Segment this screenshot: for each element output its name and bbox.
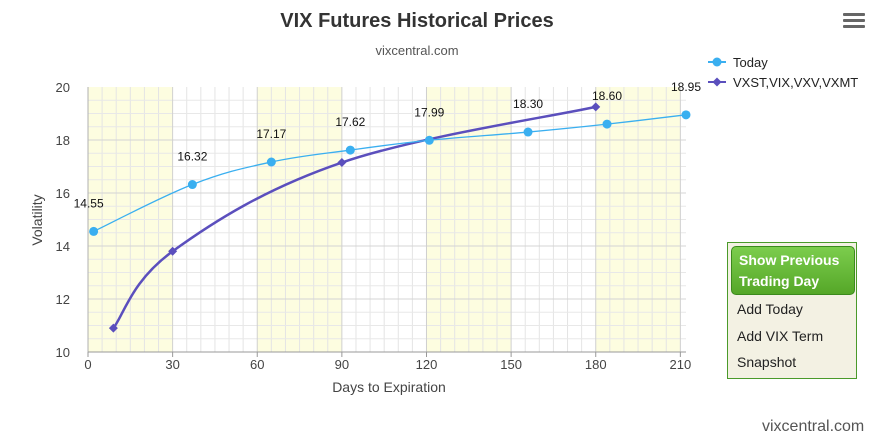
- x-axis-label: Days to Expiration: [332, 379, 446, 395]
- legend[interactable]: Today VXST,VIX,VXV,VXMT: [708, 55, 858, 90]
- y-tick-label: 16: [56, 186, 70, 201]
- chart-subtitle: vixcentral.com: [375, 43, 458, 58]
- y-tick-label: 20: [56, 80, 70, 95]
- options-panel: Show Previous Trading Day Add Today Add …: [727, 242, 857, 379]
- y-tick-label: 12: [56, 292, 70, 307]
- series-group: [89, 102, 691, 333]
- show-previous-trading-day-button[interactable]: Show Previous Trading Day: [731, 246, 855, 295]
- menu-bar: [843, 13, 865, 16]
- x-tick-label: 150: [500, 357, 522, 372]
- legend-marker: [712, 77, 722, 87]
- today-point: [523, 127, 533, 137]
- x-tick-label: 0: [84, 357, 91, 372]
- today-point: [424, 135, 434, 145]
- today-point: [602, 119, 612, 129]
- vix-term-point: [337, 158, 347, 168]
- watermark: vixcentral.com: [762, 418, 865, 435]
- data-labels: 14.55 16.32 17.17 17.62 17.99 18.30 18.60 18.95: [74, 80, 702, 211]
- legend-label: Today: [733, 55, 768, 70]
- y-tick-label: 18: [56, 133, 70, 148]
- today-point: [345, 145, 355, 155]
- x-tick-label: 180: [585, 357, 607, 372]
- vix-term-point: [168, 246, 178, 256]
- menu-bar: [843, 19, 865, 22]
- today-data-label: 17.17: [256, 127, 286, 141]
- vix-term-point: [591, 102, 601, 112]
- add-vix-term-link[interactable]: Add VIX Term: [737, 328, 824, 344]
- x-tick-label: 30: [165, 357, 179, 372]
- today-data-label: 18.30: [513, 97, 543, 111]
- today-data-label: 18.95: [671, 80, 701, 94]
- snapshot-link[interactable]: Snapshot: [737, 354, 797, 370]
- grid-lines: [88, 87, 686, 352]
- y-tick-label: 10: [56, 345, 70, 360]
- today-data-label: 18.60: [592, 89, 622, 103]
- x-tick-label: 120: [416, 357, 438, 372]
- today-point: [187, 180, 197, 190]
- legend-item[interactable]: Today: [708, 55, 768, 70]
- chart-title: VIX Futures Historical Prices: [280, 10, 553, 32]
- vix-term-point: [108, 323, 118, 333]
- today-point: [681, 110, 691, 120]
- today-data-label: 17.62: [335, 115, 365, 129]
- today-data-label: 14.55: [74, 196, 104, 210]
- today-data-label: 17.99: [414, 105, 444, 119]
- today-point: [266, 157, 276, 167]
- legend-item[interactable]: VXST,VIX,VXV,VXMT: [708, 75, 858, 90]
- x-tick-label: 90: [335, 357, 349, 372]
- add-today-link[interactable]: Add Today: [737, 301, 803, 317]
- today-data-label: 16.32: [177, 150, 207, 164]
- legend-label: VXST,VIX,VXV,VXMT: [733, 75, 858, 90]
- y-tick-label: 14: [56, 239, 70, 254]
- x-tick-label: 60: [250, 357, 264, 372]
- y-axis-label: Volatility: [29, 194, 45, 245]
- legend-marker: [712, 57, 722, 67]
- series-line-vix-term: [112, 105, 597, 329]
- x-tick-label: 210: [670, 357, 692, 372]
- axes: 0 30 60 90 120 150 180 210 10 12 14 16 18 20: [56, 80, 692, 372]
- today-point: [89, 226, 99, 236]
- hamburger-menu-icon[interactable]: [842, 10, 866, 32]
- menu-bar: [843, 25, 865, 28]
